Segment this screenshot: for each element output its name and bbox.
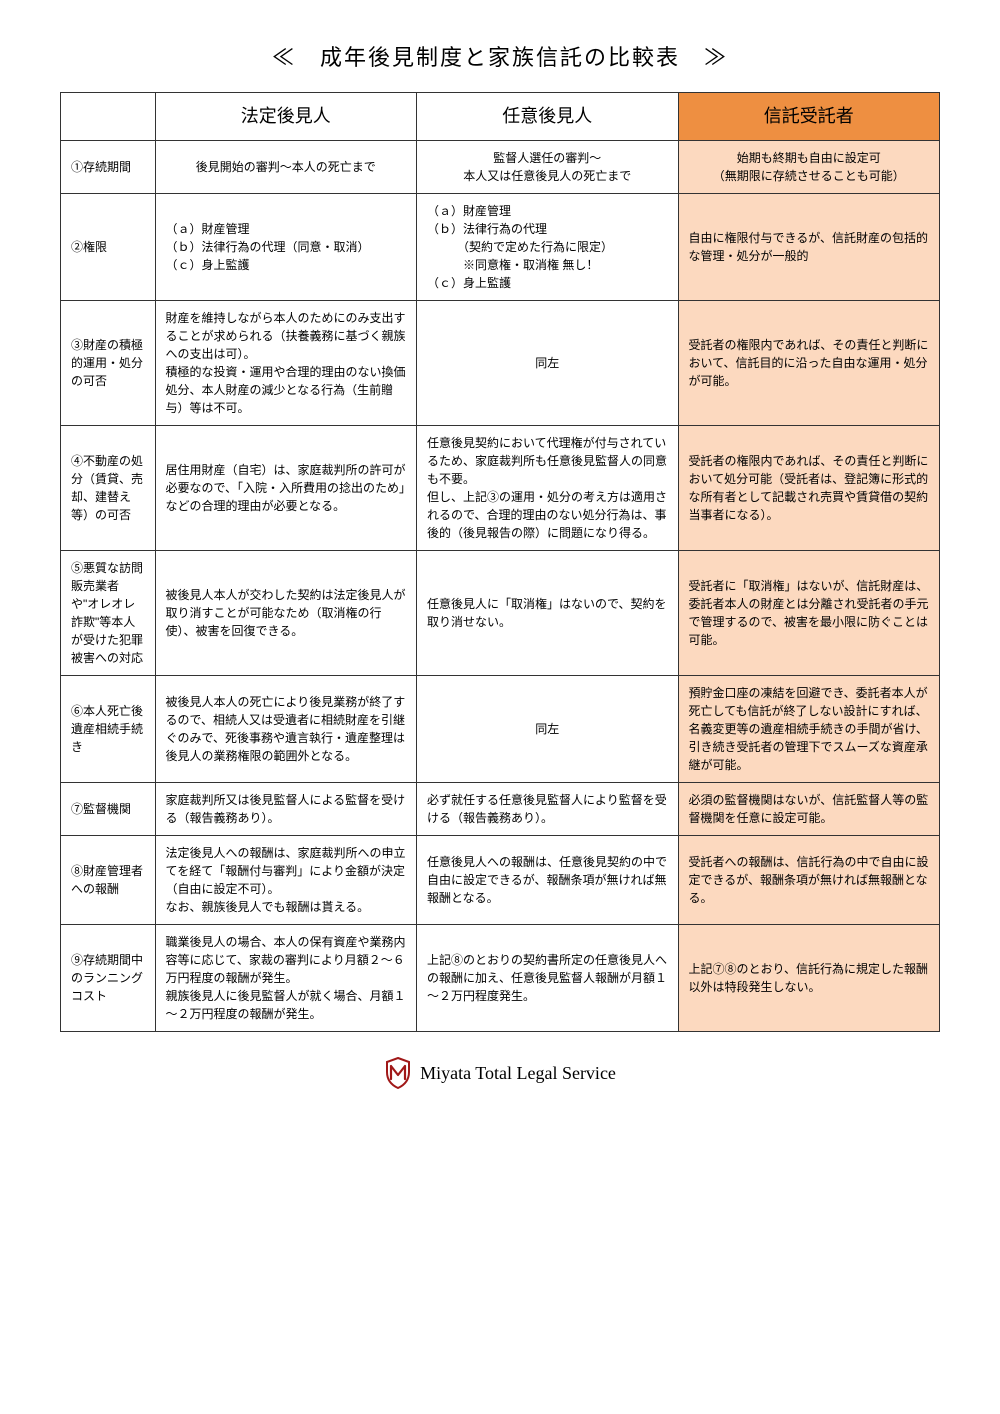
cell-trust: 受託者の権限内であれば、その責任と判断において、信託目的に沿った自由な運用・処分… — [678, 301, 940, 426]
table-header-row: 法定後見人 任意後見人 信託受託者 — [61, 93, 940, 141]
comparison-table: 法定後見人 任意後見人 信託受託者 ①存続期間後見開始の審判～本人の死亡まで監督… — [60, 92, 940, 1032]
cell-legal: （ａ）財産管理 （ｂ）法律行為の代理（同意・取消） （ｃ）身上監護 — [155, 194, 416, 301]
row-label: ⑨存続期間中のランニングコスト — [61, 925, 156, 1032]
row-label: ⑧財産管理者への報酬 — [61, 836, 156, 925]
col-header-legal: 法定後見人 — [155, 93, 416, 141]
cell-legal: 後見開始の審判～本人の死亡まで — [155, 141, 416, 194]
row-label: ⑦監督機関 — [61, 783, 156, 836]
col-header-trust: 信託受託者 — [678, 93, 940, 141]
cell-voluntary: 任意後見契約において代理権が付与されているため、家庭裁判所も任意後見監督人の同意… — [417, 426, 678, 551]
cell-voluntary: 同左 — [417, 301, 678, 426]
cell-trust: 受託者への報酬は、信託行為の中で自由に設定できるが、報酬条項が無ければ無報酬とな… — [678, 836, 940, 925]
cell-trust: 預貯金口座の凍結を回避でき、委託者本人が死亡しても信託が終了しない設計にすれば、… — [678, 676, 940, 783]
table-row: ⑧財産管理者への報酬法定後見人への報酬は、家庭裁判所への申立てを経て「報酬付与審… — [61, 836, 940, 925]
cell-legal: 財産を維持しながら本人のためにのみ支出することが求められる（扶養義務に基づく親族… — [155, 301, 416, 426]
row-label: ②権限 — [61, 194, 156, 301]
cell-voluntary: 上記⑧のとおりの契約書所定の任意後見人への報酬に加え、任意後見監督人報酬が月額１… — [417, 925, 678, 1032]
cell-legal: 法定後見人への報酬は、家庭裁判所への申立てを経て「報酬付与審判」により金額が決定… — [155, 836, 416, 925]
table-row: ⑦監督機関家庭裁判所又は後見監督人による監督を受ける（報告義務あり）。必ず就任す… — [61, 783, 940, 836]
table-row: ⑨存続期間中のランニングコスト職業後見人の場合、本人の保有資産や業務内容等に応じ… — [61, 925, 940, 1032]
footer: Miyata Total Legal Service — [60, 1057, 940, 1089]
cell-trust: 受託者に「取消権」はないが、信託財産は、委託者本人の財産とは分離され受託者の手元… — [678, 551, 940, 676]
cell-trust: 自由に権限付与できるが、信託財産の包括的な管理・処分が一般的 — [678, 194, 940, 301]
cell-voluntary: 監督人選任の審判～ 本人又は任意後見人の死亡まで — [417, 141, 678, 194]
diagonal-corner — [61, 93, 156, 141]
cell-legal: 家庭裁判所又は後見監督人による監督を受ける（報告義務あり）。 — [155, 783, 416, 836]
cell-voluntary: （ａ）財産管理 （ｂ）法律行為の代理 （契約で定めた行為に限定） ※同意権・取消… — [417, 194, 678, 301]
footer-text: Miyata Total Legal Service — [420, 1063, 616, 1084]
cell-trust: 上記⑦⑧のとおり、信託行為に規定した報酬以外は特段発生しない。 — [678, 925, 940, 1032]
table-row: ⑤悪質な訪問販売業者や"オレオレ詐欺"等本人が受けた犯罪被害への対応被後見人本人… — [61, 551, 940, 676]
cell-legal: 被後見人本人の死亡により後見業務が終了するので、相続人又は受遺者に相続財産を引継… — [155, 676, 416, 783]
cell-voluntary: 同左 — [417, 676, 678, 783]
table-row: ⑥本人死亡後遺産相続手続き被後見人本人の死亡により後見業務が終了するので、相続人… — [61, 676, 940, 783]
table-row: ②権限（ａ）財産管理 （ｂ）法律行為の代理（同意・取消） （ｃ）身上監護（ａ）財… — [61, 194, 940, 301]
logo-icon — [384, 1057, 412, 1089]
row-label: ⑥本人死亡後遺産相続手続き — [61, 676, 156, 783]
cell-legal: 居住用財産（自宅）は、家庭裁判所の許可が必要なので、「入院・入所費用の捻出のため… — [155, 426, 416, 551]
row-label: ①存続期間 — [61, 141, 156, 194]
cell-legal: 被後見人本人が交わした契約は法定後見人が取り消すことが可能なため（取消権の行使）… — [155, 551, 416, 676]
table-row: ①存続期間後見開始の審判～本人の死亡まで監督人選任の審判～ 本人又は任意後見人の… — [61, 141, 940, 194]
cell-trust: 始期も終期も自由に設定可 （無期限に存続させることも可能） — [678, 141, 940, 194]
cell-trust: 必須の監督機関はないが、信託監督人等の監督機関を任意に設定可能。 — [678, 783, 940, 836]
cell-voluntary: 任意後見人への報酬は、任意後見契約の中で自由に設定できるが、報酬条項が無ければ無… — [417, 836, 678, 925]
cell-legal: 職業後見人の場合、本人の保有資産や業務内容等に応じて、家裁の審判により月額２～６… — [155, 925, 416, 1032]
cell-trust: 受託者の権限内であれば、その責任と判断において処分可能（受託者は、登記簿に形式的… — [678, 426, 940, 551]
cell-voluntary: 任意後見人に「取消権」はないので、契約を取り消せない。 — [417, 551, 678, 676]
row-label: ④不動産の処分（賃貸、売却、建替え等）の可否 — [61, 426, 156, 551]
col-header-voluntary: 任意後見人 — [417, 93, 678, 141]
cell-voluntary: 必ず就任する任意後見監督人により監督を受ける（報告義務あり）。 — [417, 783, 678, 836]
row-label: ⑤悪質な訪問販売業者や"オレオレ詐欺"等本人が受けた犯罪被害への対応 — [61, 551, 156, 676]
row-label: ③財産の積極的運用・処分の可否 — [61, 301, 156, 426]
table-row: ③財産の積極的運用・処分の可否財産を維持しながら本人のためにのみ支出することが求… — [61, 301, 940, 426]
page-title: ≪ 成年後見制度と家族信託の比較表 ≫ — [60, 40, 940, 72]
table-row: ④不動産の処分（賃貸、売却、建替え等）の可否居住用財産（自宅）は、家庭裁判所の許… — [61, 426, 940, 551]
